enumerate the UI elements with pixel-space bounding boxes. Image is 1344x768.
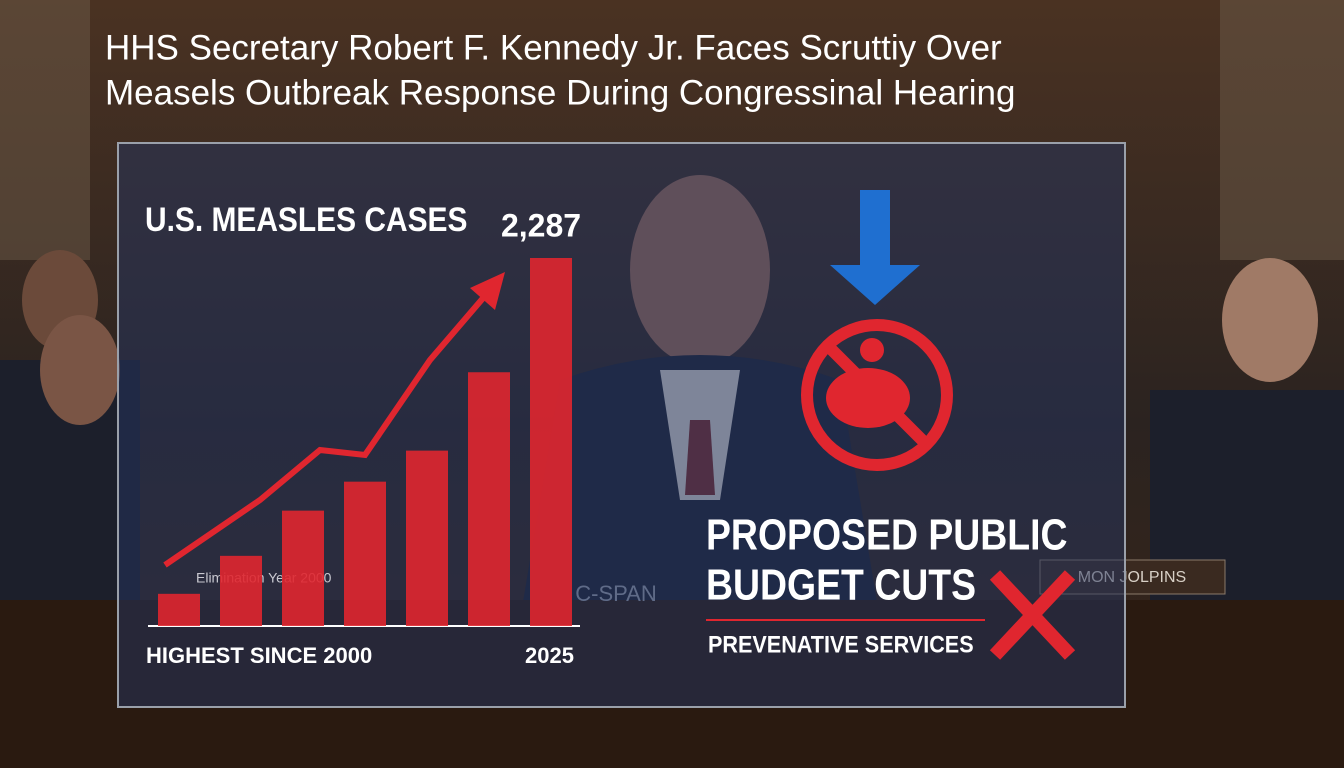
red-x bbox=[989, 570, 1076, 660]
bar bbox=[158, 593, 200, 626]
down-arrow-shaft bbox=[860, 190, 890, 265]
wall-panel bbox=[0, 0, 90, 260]
start-label: HIGHEST SINCE 2000 bbox=[146, 643, 372, 668]
bar bbox=[468, 372, 510, 626]
budget-graphic: PROPOSED PUBLIC BUDGET CUTS PREVENATIVE … bbox=[706, 190, 1076, 660]
value-label: 2,287 bbox=[501, 207, 581, 243]
wall-panel bbox=[1220, 0, 1344, 260]
budget-title: PROPOSED PUBLIC bbox=[706, 510, 1068, 560]
budget-title: BUDGET CUTS bbox=[706, 560, 976, 610]
bar bbox=[282, 510, 324, 626]
headline-line: Measels Outbreak Response During Congres… bbox=[105, 73, 1015, 112]
end-label: 2025 bbox=[525, 643, 574, 668]
bar bbox=[406, 450, 448, 626]
down-arrow-head bbox=[830, 265, 920, 305]
budget-subtitle: PREVENATIVE SERVICES bbox=[708, 630, 974, 657]
trend-arrow bbox=[163, 288, 493, 568]
prohibit-circle bbox=[801, 319, 953, 471]
bar bbox=[344, 481, 386, 626]
chart-title: U.S. MEASLES CASES bbox=[145, 200, 467, 238]
trend-arrowhead bbox=[470, 272, 505, 310]
coin bbox=[860, 338, 884, 362]
bar bbox=[220, 555, 262, 626]
headline-line: HHS Secretary Robert F. Kennedy Jr. Face… bbox=[105, 28, 1002, 67]
bar bbox=[530, 258, 572, 626]
prohibit-slash bbox=[823, 341, 931, 449]
chart: U.S. MEASLES CASES Elimination Year 2000… bbox=[145, 200, 581, 668]
